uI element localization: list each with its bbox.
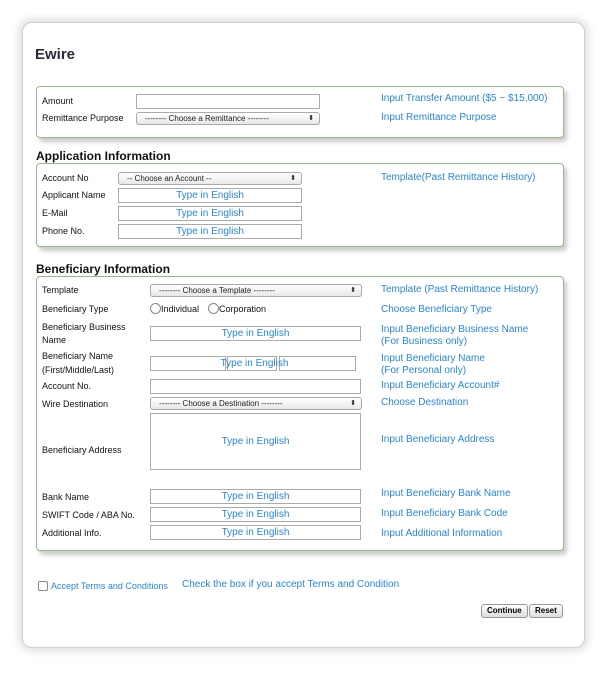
destination-select-value: -------- Choose a Destination -------- (159, 399, 283, 408)
account-label: Account No (42, 173, 89, 183)
address-label: Beneficiary Address (42, 445, 122, 455)
template-hint: Template (Past Remittance History) (381, 284, 539, 295)
amount-input[interactable] (136, 94, 320, 109)
individual-label: Individual (161, 304, 200, 314)
phone-label: Phone No. (42, 226, 85, 236)
email-input[interactable]: Type in English (118, 206, 302, 221)
bank-name-hint: Input Beneficiary Bank Name (381, 488, 511, 499)
account-no-input[interactable] (150, 379, 361, 394)
terms-label[interactable]: Accept Terms and Conditions (51, 581, 168, 591)
business-label: Beneficiary Business Name (42, 322, 126, 345)
swift-label: SWIFT Code / ABA No. (42, 510, 135, 520)
account-hint: Template(Past Remittance History) (381, 172, 536, 183)
purpose-select[interactable]: -------- Choose a Remittance -------- ⬍ (136, 112, 320, 125)
select-arrows-icon: ⬍ (350, 287, 356, 294)
terms-hint: Check the box if you accept Terms and Co… (182, 579, 400, 590)
business-name-input[interactable]: Type in English (150, 326, 361, 341)
name-label-1: Beneficiary Name (42, 351, 114, 361)
account-no-label: Account No. (42, 381, 92, 391)
radio-corporation[interactable]: Corporation (208, 303, 266, 316)
reset-button[interactable]: Reset (529, 604, 563, 618)
additional-info-input[interactable]: Type in English (150, 525, 361, 540)
applicant-name-input[interactable]: Type in English (118, 188, 302, 203)
account-select-value: -- Choose an Account -- (127, 174, 212, 183)
business-hint-2: (For Business only) (381, 336, 468, 347)
swift-hint: Input Beneficiary Bank Code (381, 508, 508, 519)
radio-icon[interactable] (208, 303, 219, 314)
amount-label: Amount (42, 96, 74, 106)
swift-input[interactable]: Type in English (150, 507, 361, 522)
last-name-input[interactable] (279, 356, 356, 371)
select-arrows-icon: ⬍ (290, 175, 296, 182)
select-arrows-icon: ⬍ (308, 115, 314, 122)
account-no-hint: Input Beneficiary Account# (381, 380, 500, 391)
purpose-label: Remittance Purpose (42, 113, 124, 123)
applicant-name-label: Applicant Name (42, 190, 106, 200)
address-textarea[interactable]: Type in English (150, 413, 361, 470)
destination-label: Wire Destination (42, 399, 109, 409)
phone-input[interactable]: Type in English (118, 224, 302, 239)
template-label: Template (42, 285, 79, 295)
type-hint: Choose Beneficiary Type (381, 304, 492, 315)
radio-individual[interactable]: Individual (150, 303, 199, 316)
address-hint: Input Beneficiary Address (381, 434, 495, 445)
email-label: E-Mail (42, 208, 68, 218)
purpose-select-value: -------- Choose a Remittance -------- (145, 114, 269, 123)
additional-info-hint: Input Additional Information (381, 528, 503, 539)
corporation-label: Corporation (219, 304, 267, 314)
terms-checkbox[interactable] (38, 581, 48, 591)
bank-name-input[interactable]: Type in English (150, 489, 361, 504)
additional-info-label: Additional Info. (42, 528, 102, 538)
amount-hint: Input Transfer Amount ($5 ~ $15,000) (381, 93, 548, 104)
destination-hint: Choose Destination (381, 397, 469, 408)
first-name-input[interactable] (150, 356, 226, 371)
purpose-hint: Input Remittance Purpose (381, 112, 497, 123)
template-select[interactable]: -------- Choose a Template -------- ⬍ (150, 284, 362, 297)
name-label-2: (First/Middle/Last) (42, 365, 115, 375)
beneficiary-heading: Beneficiary Information (36, 262, 171, 276)
application-heading: Application Information (36, 149, 171, 163)
page-title: Ewire (35, 46, 76, 63)
middle-name-input[interactable] (227, 356, 277, 371)
name-hint-1: Input Beneficiary Name (381, 353, 485, 364)
continue-button[interactable]: Continue (481, 604, 528, 618)
business-hint-1: Input Beneficiary Business Name (381, 324, 529, 335)
destination-select[interactable]: -------- Choose a Destination -------- ⬍ (150, 397, 362, 410)
select-arrows-icon: ⬍ (350, 400, 356, 407)
beneficiary-type-label: Beneficiary Type (42, 304, 109, 314)
template-select-value: -------- Choose a Template -------- (159, 286, 275, 295)
account-select[interactable]: -- Choose an Account -- ⬍ (118, 172, 302, 185)
name-hint-2: (For Personal only) (381, 365, 467, 376)
bank-name-label: Bank Name (42, 492, 90, 502)
radio-icon[interactable] (150, 303, 161, 314)
